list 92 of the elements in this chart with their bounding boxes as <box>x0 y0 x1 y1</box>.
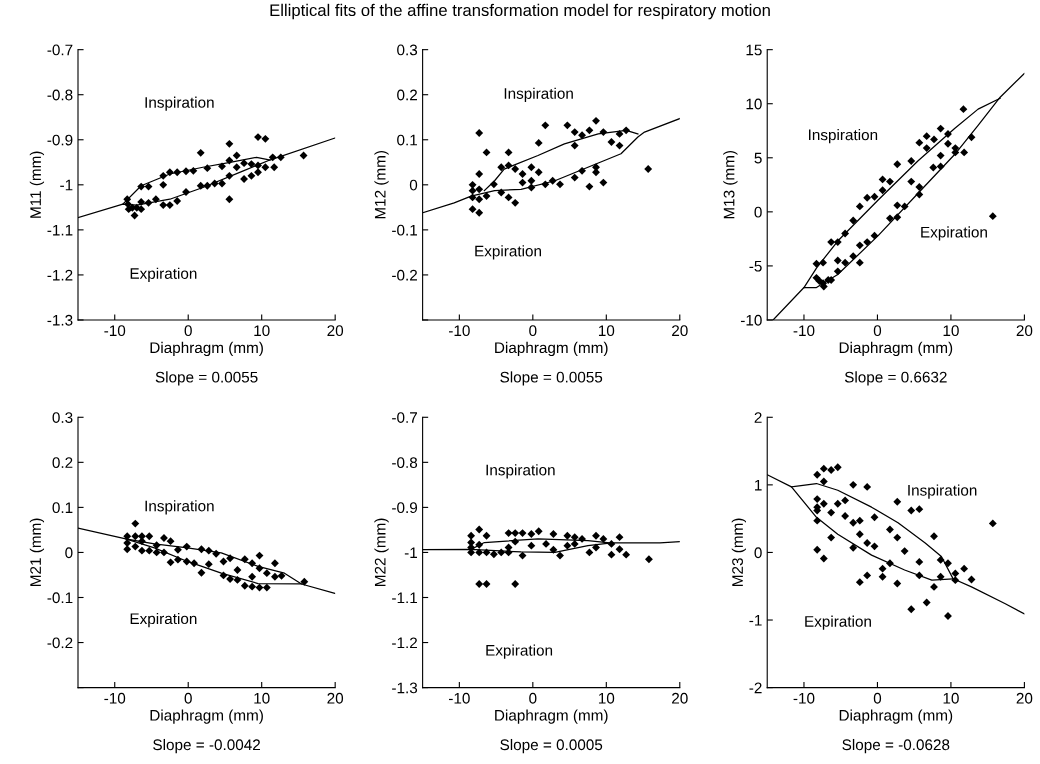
text: Slope = 0.6632 <box>844 371 947 386</box>
x-tick-label: -10 <box>104 692 126 704</box>
y-tick-label: 0.3 <box>397 44 418 56</box>
x-tick-label: 20 <box>1016 325 1033 337</box>
y-axis-title: M13 (mm) <box>723 150 738 219</box>
x-tick-label: 10 <box>598 692 615 704</box>
x-tick-label: 10 <box>943 692 959 704</box>
y-tick-label: 0.3 <box>52 412 73 423</box>
y-tick-label: 1 <box>755 479 762 491</box>
x-tick-label: 20 <box>327 692 344 704</box>
x-tick-label: -10 <box>793 325 815 337</box>
y-axis-title: M11 (mm) <box>29 151 45 218</box>
y-tick-label: -0.8 <box>392 457 418 469</box>
x-tick-label: 10 <box>254 692 270 704</box>
x-tick-label: 0 <box>529 325 537 337</box>
x-tick-label: 20 <box>672 325 688 337</box>
y-tick-label: -0.1 <box>47 592 73 604</box>
annotation: Expiration <box>921 226 987 241</box>
annotation: Inspiration <box>809 129 878 144</box>
y-tick-label: -0.7 <box>47 44 73 56</box>
x-tick-label: -10 <box>104 325 126 337</box>
x-axis-title: Diaphragm (mm) <box>839 709 953 724</box>
y-tick-label: -1.3 <box>392 682 418 694</box>
x-tick-label: 0 <box>184 692 192 704</box>
x-axis-title: Diaphragm (mm) <box>495 709 608 724</box>
y-tick-label: -0.2 <box>392 269 417 281</box>
annotation: Inspiration <box>486 464 555 479</box>
y-tick-label: -1 <box>749 615 762 626</box>
x-tick-label: -10 <box>448 325 470 337</box>
annotation: Expiration <box>475 245 541 260</box>
y-tick-label: -0.8 <box>47 89 73 101</box>
x-tick-label: 20 <box>327 325 344 337</box>
y-tick-label: -2 <box>749 682 762 694</box>
y-tick-label: -10 <box>740 314 762 326</box>
y-tick-label: 0.2 <box>52 457 73 469</box>
annotation: Expiration <box>486 644 553 659</box>
y-tick-label: -1 <box>60 179 73 191</box>
y-tick-label: -1 <box>404 547 418 558</box>
y-tick-label: -5 <box>749 260 762 272</box>
text: Slope = 0.0055 <box>500 371 603 386</box>
y-tick-label: -0.1 <box>392 224 418 236</box>
y-tick-label: -0.9 <box>392 502 418 514</box>
y-tick-label: 0 <box>754 547 762 559</box>
y-tick-label: 0 <box>754 206 762 218</box>
y-tick-label: 5 <box>754 152 762 164</box>
y-tick-label: 10 <box>746 98 762 110</box>
x-tick-label: -10 <box>448 692 470 704</box>
text: Slope = -0.0042 <box>153 738 260 754</box>
text: Slope = 0.0005 <box>500 738 603 754</box>
y-tick-label: 0 <box>409 179 418 191</box>
text: Elliptical fits of the affine transformation model for respiratory motion <box>270 3 770 20</box>
x-axis-title: Diaphragm (mm) <box>495 341 608 357</box>
y-tick-label: -0.9 <box>47 134 73 146</box>
y-axis-title: M22 (mm) <box>374 518 389 586</box>
x-tick-label: 10 <box>598 325 615 337</box>
y-tick-label: 15 <box>746 44 762 56</box>
y-tick-label: 0 <box>65 547 73 559</box>
annotation: Expiration <box>805 615 871 630</box>
annotation: Inspiration <box>145 96 214 111</box>
y-axis-title: M23 (mm) <box>731 518 746 586</box>
x-axis-title: Diaphragm (mm) <box>839 341 953 357</box>
annotation: Inspiration <box>504 87 573 102</box>
y-tick-label: 0.2 <box>397 89 417 101</box>
y-tick-label: 0.1 <box>52 502 73 514</box>
y-tick-label: 0.1 <box>397 134 418 146</box>
y-tick-label: 2 <box>754 412 762 423</box>
y-tick-label: -0.2 <box>47 637 73 649</box>
y-tick-label: -1.3 <box>47 314 73 326</box>
x-tick-label: 10 <box>943 325 959 337</box>
text: Slope = 0.0055 <box>155 371 258 386</box>
y-tick-label: -1.1 <box>392 592 418 604</box>
annotation: Inspiration <box>908 484 977 499</box>
x-tick-label: 20 <box>1016 692 1033 704</box>
y-axis-title: M12 (mm) <box>374 150 389 219</box>
annotation: Expiration <box>130 612 197 628</box>
text: Slope = -0.0628 <box>842 738 950 754</box>
x-axis-title: Diaphragm (mm) <box>150 709 263 724</box>
y-tick-label: -1.2 <box>392 637 417 649</box>
x-tick-label: 20 <box>672 692 688 704</box>
x-axis-title: Diaphragm (mm) <box>150 341 263 357</box>
y-axis-title: M21 (mm) <box>29 518 45 586</box>
x-tick-label: 0 <box>873 692 882 704</box>
annotation: Expiration <box>130 267 197 282</box>
y-tick-label: -1.1 <box>47 224 73 236</box>
x-tick-label: -10 <box>793 692 815 704</box>
x-tick-label: 0 <box>873 325 882 337</box>
x-tick-label: 0 <box>184 325 192 337</box>
annotation: Inspiration <box>145 500 214 515</box>
y-tick-label: -0.7 <box>392 412 417 423</box>
y-tick-label: -1.2 <box>47 269 73 281</box>
x-tick-label: 0 <box>529 692 537 704</box>
x-tick-label: 10 <box>254 325 270 337</box>
